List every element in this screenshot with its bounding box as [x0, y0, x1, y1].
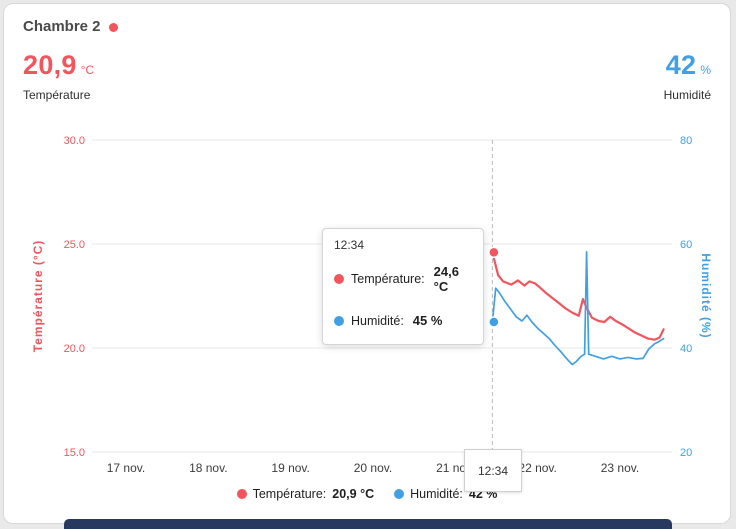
tooltip-temperature-value: 24,6 °C [433, 264, 459, 294]
humidity-label: Humidité [663, 88, 711, 102]
temperature-dot-icon [334, 274, 344, 284]
svg-text:20.0: 20.0 [64, 343, 85, 355]
chart-tooltip: 12:34 Température: 24,6 °C Humidité: 45 … [322, 228, 484, 345]
temperature-unit: °C [80, 63, 95, 77]
svg-text:25.0: 25.0 [64, 239, 85, 251]
legend-temperature-dot-icon [236, 489, 247, 499]
chart-legend: Température: 20,9 °C Humidité: 42 % [4, 487, 730, 501]
svg-text:18 nov.: 18 nov. [189, 461, 227, 475]
legend-humidity-dot-icon [394, 489, 405, 499]
next-card-top[interactable] [64, 519, 672, 529]
humidity-value: 42 [665, 50, 697, 80]
tooltip-time: 12:34 [334, 238, 365, 252]
legend-temperature-label: Température: [252, 487, 327, 501]
card-title-text: Chambre 2 [23, 18, 101, 35]
legend-humidity-label: Humidité: [410, 487, 463, 501]
svg-text:22 nov.: 22 nov. [518, 461, 556, 475]
status-dot [108, 22, 118, 32]
sensor-card: Chambre 2 20,9 °C Température 42 % Humid… [3, 3, 731, 524]
svg-text:20 nov.: 20 nov. [354, 461, 392, 475]
svg-text:Température (°C): Température (°C) [31, 240, 45, 353]
svg-text:17 nov.: 17 nov. [107, 461, 145, 475]
svg-text:60: 60 [680, 239, 692, 251]
card-title: Chambre 2 [23, 18, 118, 35]
tooltip-row-humidity: Humidité: 45 % [334, 313, 472, 328]
svg-text:40: 40 [680, 343, 692, 355]
tooltip-temperature-label: Température: [351, 272, 425, 286]
tooltip-row-temperature: Température: 24,6 °C [334, 264, 472, 294]
svg-text:19 nov.: 19 nov. [271, 461, 309, 475]
svg-text:80: 80 [680, 135, 692, 147]
humidity-value-block[interactable]: 42 % Humidité [664, 50, 711, 102]
legend-temperature-value: 20,9 °C [332, 487, 375, 501]
svg-text:30.0: 30.0 [64, 135, 85, 147]
svg-text:20: 20 [680, 447, 692, 459]
cursor-time-label: 12:34 [464, 449, 522, 492]
svg-text:15.0: 15.0 [64, 447, 85, 459]
humidity-unit: % [700, 63, 711, 77]
svg-text:Humidité (%): Humidité (%) [699, 253, 713, 338]
temperature-label: Température [23, 88, 91, 102]
humidity-dot-icon [334, 315, 344, 326]
tooltip-humidity-value: 45 % [412, 313, 443, 328]
temperature-value-block[interactable]: 20,9 °C Température [23, 50, 94, 102]
temperature-value: 20,9 [23, 50, 77, 80]
tooltip-humidity-label: Humidité: [351, 313, 404, 328]
legend-item-temperature[interactable]: Température: 20,9 °C [236, 487, 375, 501]
svg-text:23 nov.: 23 nov. [601, 461, 639, 475]
